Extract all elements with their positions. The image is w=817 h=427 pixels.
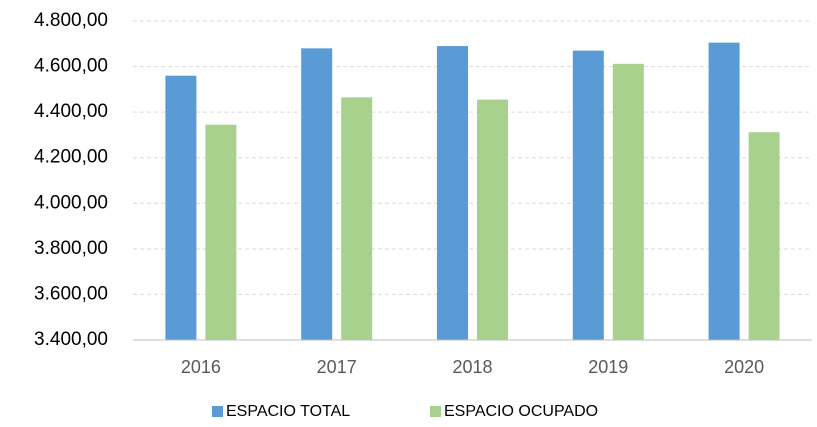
y-tick-label: 4.800,00: [34, 10, 108, 31]
y-tick-label: 4.400,00: [34, 101, 108, 122]
legend-label: ESPACIO OCUPADO: [444, 403, 598, 420]
y-tick-label: 3.800,00: [34, 238, 108, 259]
bar: [477, 99, 508, 340]
bar: [165, 75, 197, 340]
x-tick-label: 2018: [452, 357, 492, 377]
x-tick-label: 2020: [724, 357, 764, 377]
bar: [708, 42, 740, 341]
bar: [341, 97, 373, 340]
y-tick-label: 4.000,00: [34, 192, 108, 213]
y-tick-label: 4.600,00: [34, 56, 108, 77]
y-tick-label: 3.400,00: [34, 329, 108, 350]
legend-swatch: [430, 406, 441, 417]
bar: [301, 48, 333, 340]
legend-swatch: [212, 406, 223, 417]
x-tick-label: 2017: [317, 357, 357, 377]
bar: [205, 124, 237, 340]
legend-label: ESPACIO TOTAL: [226, 403, 350, 420]
x-tick-label: 2016: [181, 357, 221, 377]
bar: [612, 63, 644, 340]
y-tick-label: 4.200,00: [34, 147, 108, 168]
x-tick-label: 2019: [588, 357, 628, 377]
bar: [437, 46, 468, 341]
bar: [748, 132, 780, 340]
y-tick-label: 3.600,00: [34, 283, 108, 304]
bar: [572, 50, 604, 340]
